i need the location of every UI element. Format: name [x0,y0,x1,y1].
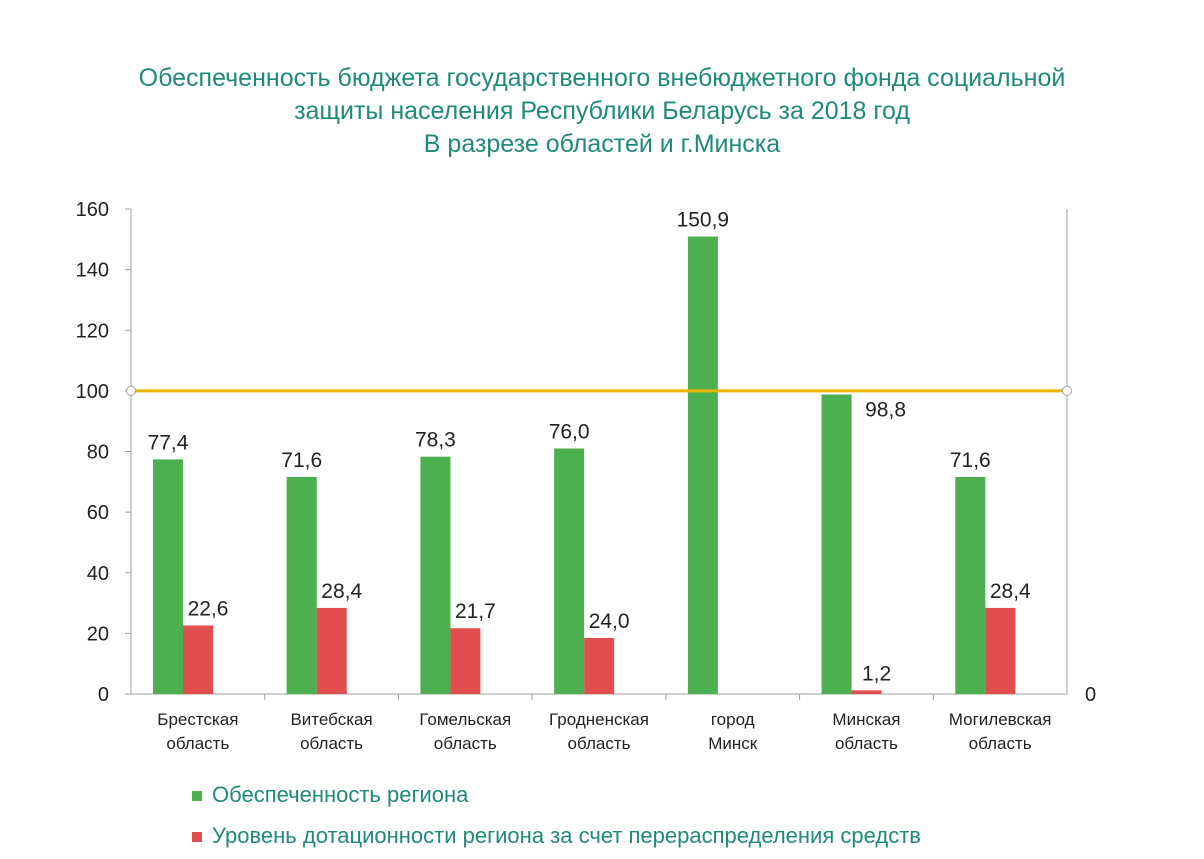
legend-item-subsidy: Уровень дотационности региона за счет пе… [192,823,921,849]
bar-provision [286,476,317,694]
y-tick-label: 40 [87,563,109,585]
data-label: 71,6 [950,449,991,472]
y-tick-label: 80 [87,442,109,464]
bar-subsidy [450,628,481,694]
data-label: 78,3 [415,429,456,452]
x-tick-label: Минская [832,710,900,729]
data-label: 71,6 [281,449,322,472]
x-tick-label: Брестская [157,710,238,729]
x-tick-label: область [434,734,497,753]
x-tick-label: область [166,734,229,753]
data-label: 28,4 [321,580,362,603]
y-tick-label: 60 [87,502,109,524]
title-line-3: В разрезе областей и г.Минска [423,130,781,158]
x-tick-label: Гомельская [419,710,511,729]
x-tick-label: область [969,734,1032,753]
legend-item-provision: Обеспеченность региона [192,782,468,808]
x-tick-label: Витебская [290,710,372,729]
x-tick-label: город [711,710,755,729]
data-label: 1,2 [862,662,891,685]
legend-label-subsidy: Уровень дотационности региона за счет пе… [212,823,921,848]
x-tick-label: Минск [708,734,758,753]
legend-swatch-red [192,832,202,843]
x-tick-label: Могилевская [949,710,1052,729]
y2-tick-label: 0 [1085,684,1096,706]
bar-provision [687,236,718,694]
data-label: 77,4 [148,431,189,454]
x-tick-label: область [300,734,363,753]
x-tick-label: область [835,734,898,753]
reference-line-handle-left [126,385,136,396]
data-label: 21,7 [455,600,496,623]
y-tick-label: 160 [76,199,109,221]
data-label: 24,0 [589,610,630,633]
data-label: 22,6 [188,597,229,620]
x-tick-label: область [568,734,631,753]
bar-subsidy [183,625,213,694]
bar-subsidy [851,690,882,694]
y-tick-label: 20 [87,623,109,645]
y-tick-label: 120 [76,320,109,342]
bar-subsidy [316,607,347,694]
bar-subsidy [584,637,615,694]
bar-provision [821,394,852,694]
bar-subsidy [985,607,1016,694]
data-label: 76,0 [549,420,590,443]
data-label: 28,4 [990,580,1031,603]
legend-swatch-green [192,791,202,802]
title-line-1: Обеспеченность бюджета государственного … [138,64,1066,92]
bar-provision [420,456,451,694]
y-tick-label: 100 [76,381,109,403]
data-label: 98,8 [865,399,906,422]
x-tick-label: Гродненская [549,710,649,729]
bar-provision [554,448,585,694]
y-tick-label: 140 [76,260,109,282]
title-line-2: защиты населения Республики Беларусь за … [294,97,910,125]
chart-title: Обеспеченность бюджета государственного … [0,62,1204,161]
legend-label-provision: Обеспеченность региона [212,782,469,807]
bar-chart: 0 20 40 60 80 100 120 140 160 0 Брестская область Ви… [76,199,1097,753]
data-label: 150,9 [677,209,730,232]
bar-provision [153,459,183,694]
bar-provision [955,476,986,694]
y-tick-label: 0 [98,684,109,706]
reference-line-handle-right [1062,385,1072,396]
